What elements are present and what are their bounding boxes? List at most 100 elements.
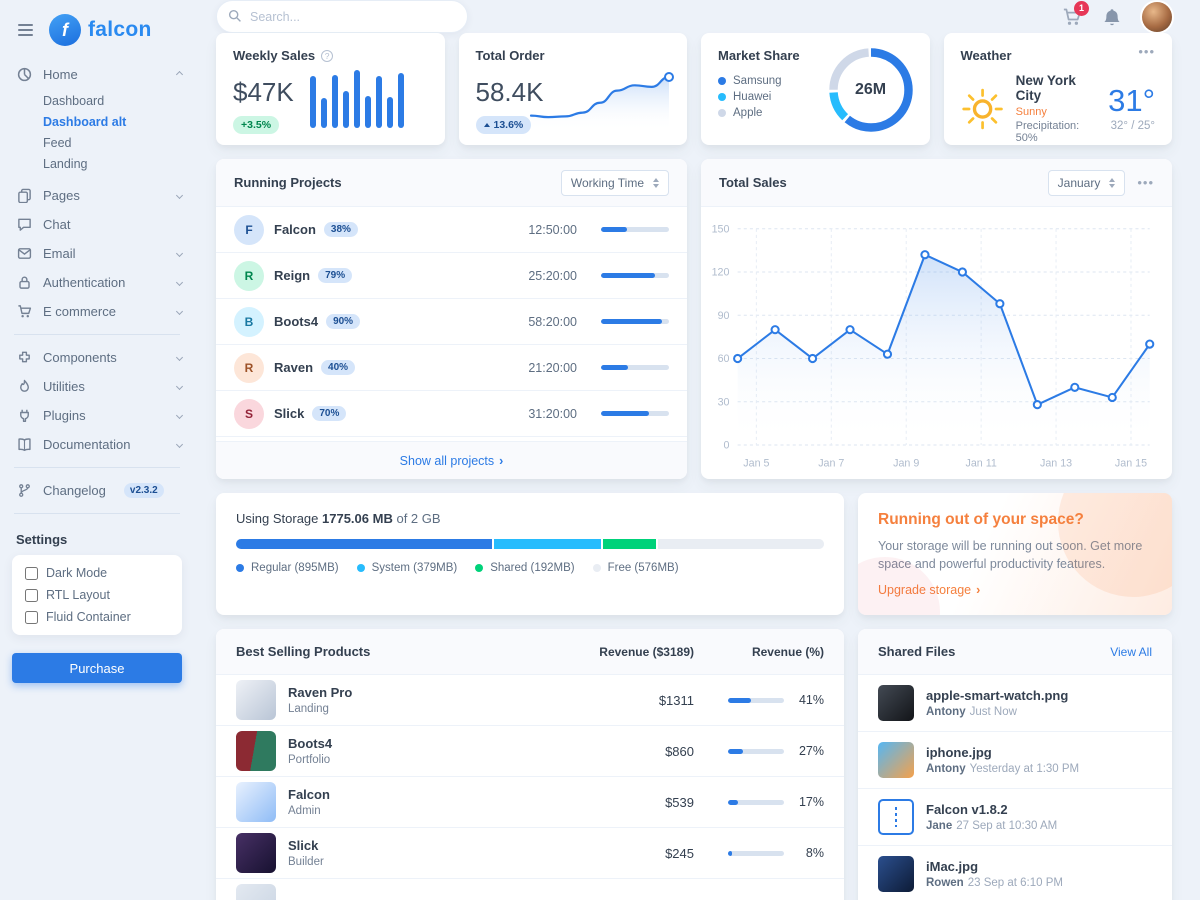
plug-icon [16, 408, 33, 423]
total-sales-chart: 0 30 60 90 120 150 Jan 5 Jan 7 Jan 9 Jan 11 Jan 13… [712, 223, 1155, 469]
file-name-link[interactable]: apple-smart-watch.png [926, 688, 1069, 704]
brand-logo[interactable]: falcon [49, 14, 152, 46]
settings-toggle-label: Dark Mode [46, 566, 108, 580]
project-progress-fill [601, 319, 663, 324]
sidebar-item-landing[interactable]: Landing [43, 157, 88, 171]
search-box [216, 0, 468, 33]
cart-button[interactable]: 1 [1062, 0, 1089, 27]
sidebar-toggle-button[interactable] [14, 20, 37, 40]
weekly-sales-badge: +3.5% [233, 116, 280, 134]
revenue-percent: 17% [798, 795, 824, 810]
sidebar-item-feed[interactable]: Feed [43, 136, 72, 150]
settings-toggle[interactable]: Fluid Container [25, 610, 169, 624]
file-name-link[interactable]: iphone.jpg [926, 745, 992, 761]
project-name-link[interactable]: Raven [274, 360, 314, 375]
settings-checkbox[interactable] [25, 610, 38, 624]
sidebar-item-changelog[interactable]: Changelog v2.3.2 [0, 476, 194, 505]
file-name-link[interactable]: Falcon v1.8.2 [926, 802, 1008, 818]
weekly-sales-bar [342, 91, 349, 128]
file-thumbnail [878, 742, 914, 779]
legend-item: Free (576MB) [592, 562, 679, 575]
cart-count-badge: 1 [1074, 0, 1089, 16]
product-name-link[interactable]: Falcon [288, 787, 330, 803]
legend-dot [356, 564, 365, 573]
product-category-link[interactable]: Landing [288, 703, 329, 716]
project-name-link[interactable]: Falcon [274, 222, 316, 237]
card-menu-button[interactable] [1137, 179, 1154, 187]
file-name-link[interactable]: iMac.jpg [926, 859, 979, 875]
sidebar-item-label: Chat [43, 217, 71, 232]
product-category-link[interactable]: Builder [288, 856, 324, 869]
search-input[interactable] [216, 0, 468, 33]
file-time: 27 Sep at 10:30 AM [956, 820, 1058, 833]
svg-text:Jan 13: Jan 13 [1040, 457, 1072, 469]
project-name-link[interactable]: Boots4 [274, 314, 319, 329]
card-title: Shared Files [878, 644, 956, 660]
product-name-link[interactable]: Raven Pro [288, 685, 353, 701]
product-name-link[interactable]: Boots4 [288, 736, 333, 752]
settings-toggle[interactable]: RTL Layout [25, 588, 169, 602]
sidebar-item-dashboard-alt[interactable]: Dashboard alt [43, 115, 127, 129]
middle-row: Running Projects Working Time F Falcon [216, 159, 1172, 480]
best-selling-list: Raven Pro Landing $1311 41% [216, 675, 844, 880]
info-icon[interactable] [321, 50, 334, 62]
falcon-logo-icon [49, 14, 81, 46]
project-avatar: S [234, 398, 264, 429]
sidebar-item-label: Components [43, 350, 117, 365]
project-progress-badge: 38% [323, 222, 358, 237]
sidebar-item-authentication[interactable]: Authentication [0, 268, 194, 297]
sidebar-item-plugins[interactable]: Plugins [0, 401, 194, 430]
card-title: Total Sales [719, 175, 787, 190]
settings-toggle-label: RTL Layout [46, 588, 110, 602]
upgrade-storage-link[interactable]: Upgrade storage [878, 583, 980, 597]
sidebar-item-ecommerce[interactable]: E commerce [0, 297, 194, 326]
sidebar-item-chat[interactable]: Chat [0, 210, 194, 239]
storage-card: Using Storage 1775.06 MB of 2 GB Regular… [216, 493, 844, 616]
product-category-link[interactable]: Admin [288, 805, 321, 818]
settings-checkbox[interactable] [25, 588, 38, 602]
show-all-projects-link[interactable]: Show all projects [400, 454, 504, 468]
project-name-link[interactable]: Slick [274, 406, 305, 421]
weekly-sales-bar [353, 70, 360, 128]
legend-label: Free (576MB) [607, 562, 679, 575]
product-category-link[interactable]: Portfolio [288, 754, 331, 767]
sidebar-item-pages[interactable]: Pages [0, 181, 194, 210]
sidebar-item-documentation[interactable]: Documentation [0, 430, 194, 459]
project-row: B Boots4 90% 58:20:00 [216, 299, 687, 345]
legend-dot [718, 93, 726, 101]
project-progress-fill [601, 411, 649, 416]
envelope-icon [16, 246, 33, 261]
sidebar-item-home[interactable]: Home [0, 60, 194, 89]
code-branch-icon [16, 483, 33, 498]
settings-toggle[interactable]: Dark Mode [25, 566, 169, 580]
user-avatar[interactable] [1142, 1, 1172, 32]
view-all-link[interactable]: View All [1110, 644, 1152, 659]
sidebar-item-dashboard[interactable]: Dashboard [43, 94, 105, 108]
product-name-link[interactable]: Slick [288, 838, 319, 854]
project-name-link[interactable]: Reign [274, 268, 311, 283]
puzzle-piece-icon [16, 350, 33, 365]
month-select[interactable]: January [1047, 169, 1126, 196]
weekly-sales-bar [397, 73, 404, 128]
sidebar-item-components[interactable]: Components [0, 343, 194, 372]
revenue-progress-track [728, 850, 784, 856]
settings-checkbox[interactable] [25, 566, 38, 580]
fire-icon [16, 379, 33, 394]
project-progress-badge: 70% [312, 406, 347, 421]
file-owner: Antony [926, 763, 966, 776]
chevron-down-icon [175, 382, 184, 391]
sidebar-item-email[interactable]: Email [0, 239, 194, 268]
file-owner: Jane [926, 820, 953, 833]
notifications-button[interactable] [1102, 7, 1122, 27]
file-meta: Antony Yesterday at 1:30 PM [926, 763, 1079, 775]
working-time-select[interactable]: Working Time [560, 169, 669, 196]
sidebar-item-utilities[interactable]: Utilities [0, 372, 194, 401]
legend-item: Samsung [718, 75, 913, 87]
shared-files-list: apple-smart-watch.png Antony Just Now iph… [858, 675, 1172, 900]
storage-legend: Regular (895MB) System (379MB) Shared (1… [236, 562, 824, 574]
purchase-button[interactable]: Purchase [12, 653, 182, 683]
table-row: Slick Builder $245 8% [216, 828, 844, 880]
sidebar: falcon Home Dashboard Dashboard alt Feed… [0, 0, 200, 900]
chart-pie-icon [16, 67, 33, 82]
card-menu-button[interactable] [1138, 48, 1155, 56]
